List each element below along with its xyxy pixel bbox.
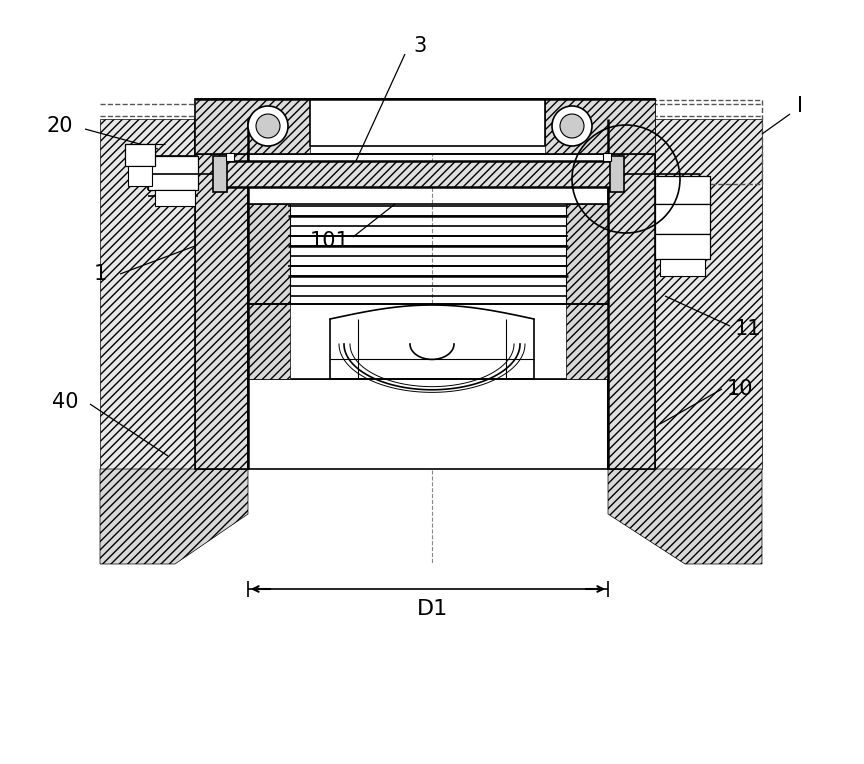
Circle shape — [248, 106, 288, 146]
Bar — [603, 153, 611, 161]
Text: 20: 20 — [47, 116, 73, 136]
Bar — [155, 190, 195, 206]
Circle shape — [256, 114, 280, 138]
Bar — [655, 204, 710, 234]
Bar — [608, 119, 655, 469]
Bar — [148, 156, 198, 190]
Polygon shape — [608, 469, 762, 564]
Bar — [128, 166, 152, 186]
Bar — [195, 99, 655, 154]
Text: I: I — [797, 96, 803, 116]
Bar — [125, 144, 155, 166]
Text: 11: 11 — [734, 319, 761, 339]
Polygon shape — [248, 304, 290, 379]
Polygon shape — [566, 204, 608, 304]
Polygon shape — [100, 469, 248, 564]
Polygon shape — [655, 119, 762, 469]
Bar — [213, 156, 227, 192]
Circle shape — [560, 114, 584, 138]
Text: 10: 10 — [727, 379, 753, 399]
Bar — [195, 119, 248, 469]
Polygon shape — [248, 204, 290, 304]
Bar — [610, 156, 624, 192]
Polygon shape — [608, 119, 655, 469]
Polygon shape — [225, 161, 612, 187]
Polygon shape — [195, 119, 248, 469]
Text: 40: 40 — [52, 392, 79, 412]
Polygon shape — [100, 119, 195, 469]
Bar — [310, 99, 545, 146]
Bar — [660, 259, 705, 276]
Text: D1: D1 — [416, 599, 448, 619]
Bar — [655, 234, 710, 259]
Bar — [248, 379, 608, 469]
Bar — [226, 153, 234, 161]
Polygon shape — [195, 99, 310, 154]
Polygon shape — [545, 99, 655, 154]
Text: 101: 101 — [310, 231, 350, 251]
Polygon shape — [566, 304, 608, 379]
Bar — [248, 304, 608, 379]
Text: 1: 1 — [93, 264, 106, 284]
Bar — [225, 161, 612, 187]
Circle shape — [552, 106, 592, 146]
Text: 3: 3 — [413, 36, 427, 56]
Bar — [655, 176, 710, 204]
